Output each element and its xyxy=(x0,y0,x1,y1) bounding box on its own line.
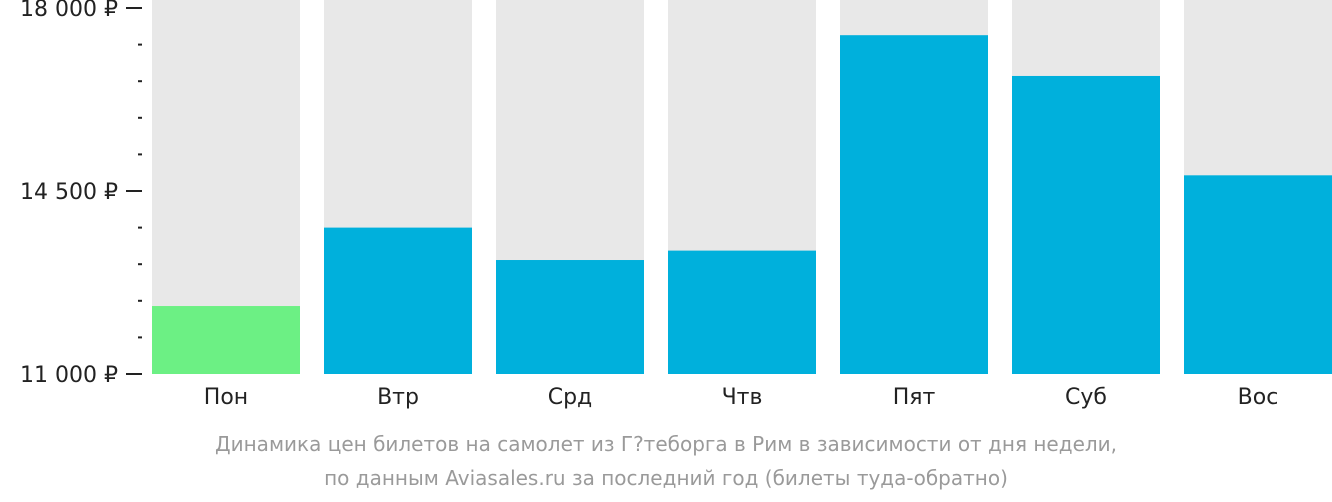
bar-7 xyxy=(1184,175,1332,374)
x-tick-label: Срд xyxy=(548,385,593,410)
bar-5 xyxy=(840,35,988,375)
chart-caption-line-2: по данным Aviasales.ru за последний год … xyxy=(324,466,1008,490)
y-tick-label: 11 000 ₽ xyxy=(20,363,118,388)
bar-6 xyxy=(1012,75,1160,374)
x-tick-label: Чтв xyxy=(722,385,763,410)
x-tick-label: Пят xyxy=(893,385,936,410)
bar-2 xyxy=(324,227,472,374)
bar-1 xyxy=(152,306,300,374)
chart-caption-line-1: Динамика цен билетов на самолет из Г?теб… xyxy=(214,432,1118,456)
x-tick-label: Пон xyxy=(204,385,248,410)
bar-4 xyxy=(668,250,816,374)
bar-3 xyxy=(496,260,644,374)
x-tick-label: Суб xyxy=(1065,385,1107,410)
price-by-weekday-chart: 11 000 ₽ 14 500 ₽ 18 000 ₽ Пон Втр Срд Чтв Пят С… xyxy=(20,0,1332,410)
y-tick-label: 18 000 ₽ xyxy=(20,0,118,22)
y-tick-label: 14 500 ₽ xyxy=(20,180,118,205)
x-tick-label: Втр xyxy=(377,385,419,410)
x-tick-label: Вос xyxy=(1238,385,1279,410)
